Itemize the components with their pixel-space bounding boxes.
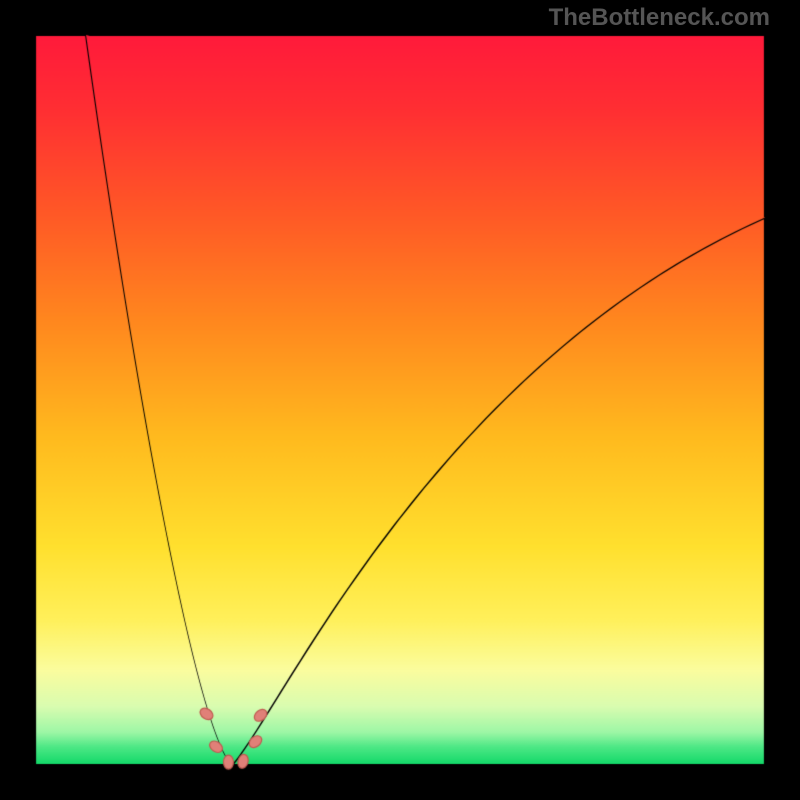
bottleneck-curve-chart: [0, 0, 800, 800]
chart-stage: TheBottleneck.com: [0, 0, 800, 800]
